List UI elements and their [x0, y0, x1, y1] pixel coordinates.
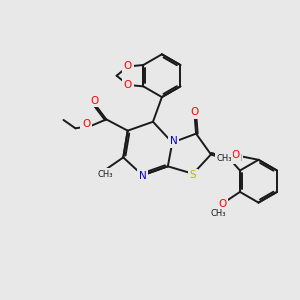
Text: O: O [124, 61, 132, 71]
Text: O: O [82, 119, 90, 129]
Text: O: O [124, 80, 132, 90]
Text: S: S [190, 170, 196, 180]
Text: N: N [139, 171, 146, 181]
Text: CH₃: CH₃ [211, 209, 226, 218]
Text: O: O [90, 96, 98, 106]
Text: CH₃: CH₃ [217, 154, 232, 163]
Text: O: O [218, 199, 226, 209]
Text: O: O [231, 150, 239, 160]
Text: CH₃: CH₃ [98, 169, 113, 178]
Text: H: H [235, 154, 242, 163]
Text: O: O [190, 107, 199, 117]
Text: N: N [170, 136, 178, 146]
